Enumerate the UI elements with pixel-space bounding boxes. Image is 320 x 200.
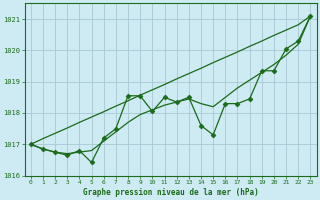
X-axis label: Graphe pression niveau de la mer (hPa): Graphe pression niveau de la mer (hPa)	[83, 188, 259, 197]
